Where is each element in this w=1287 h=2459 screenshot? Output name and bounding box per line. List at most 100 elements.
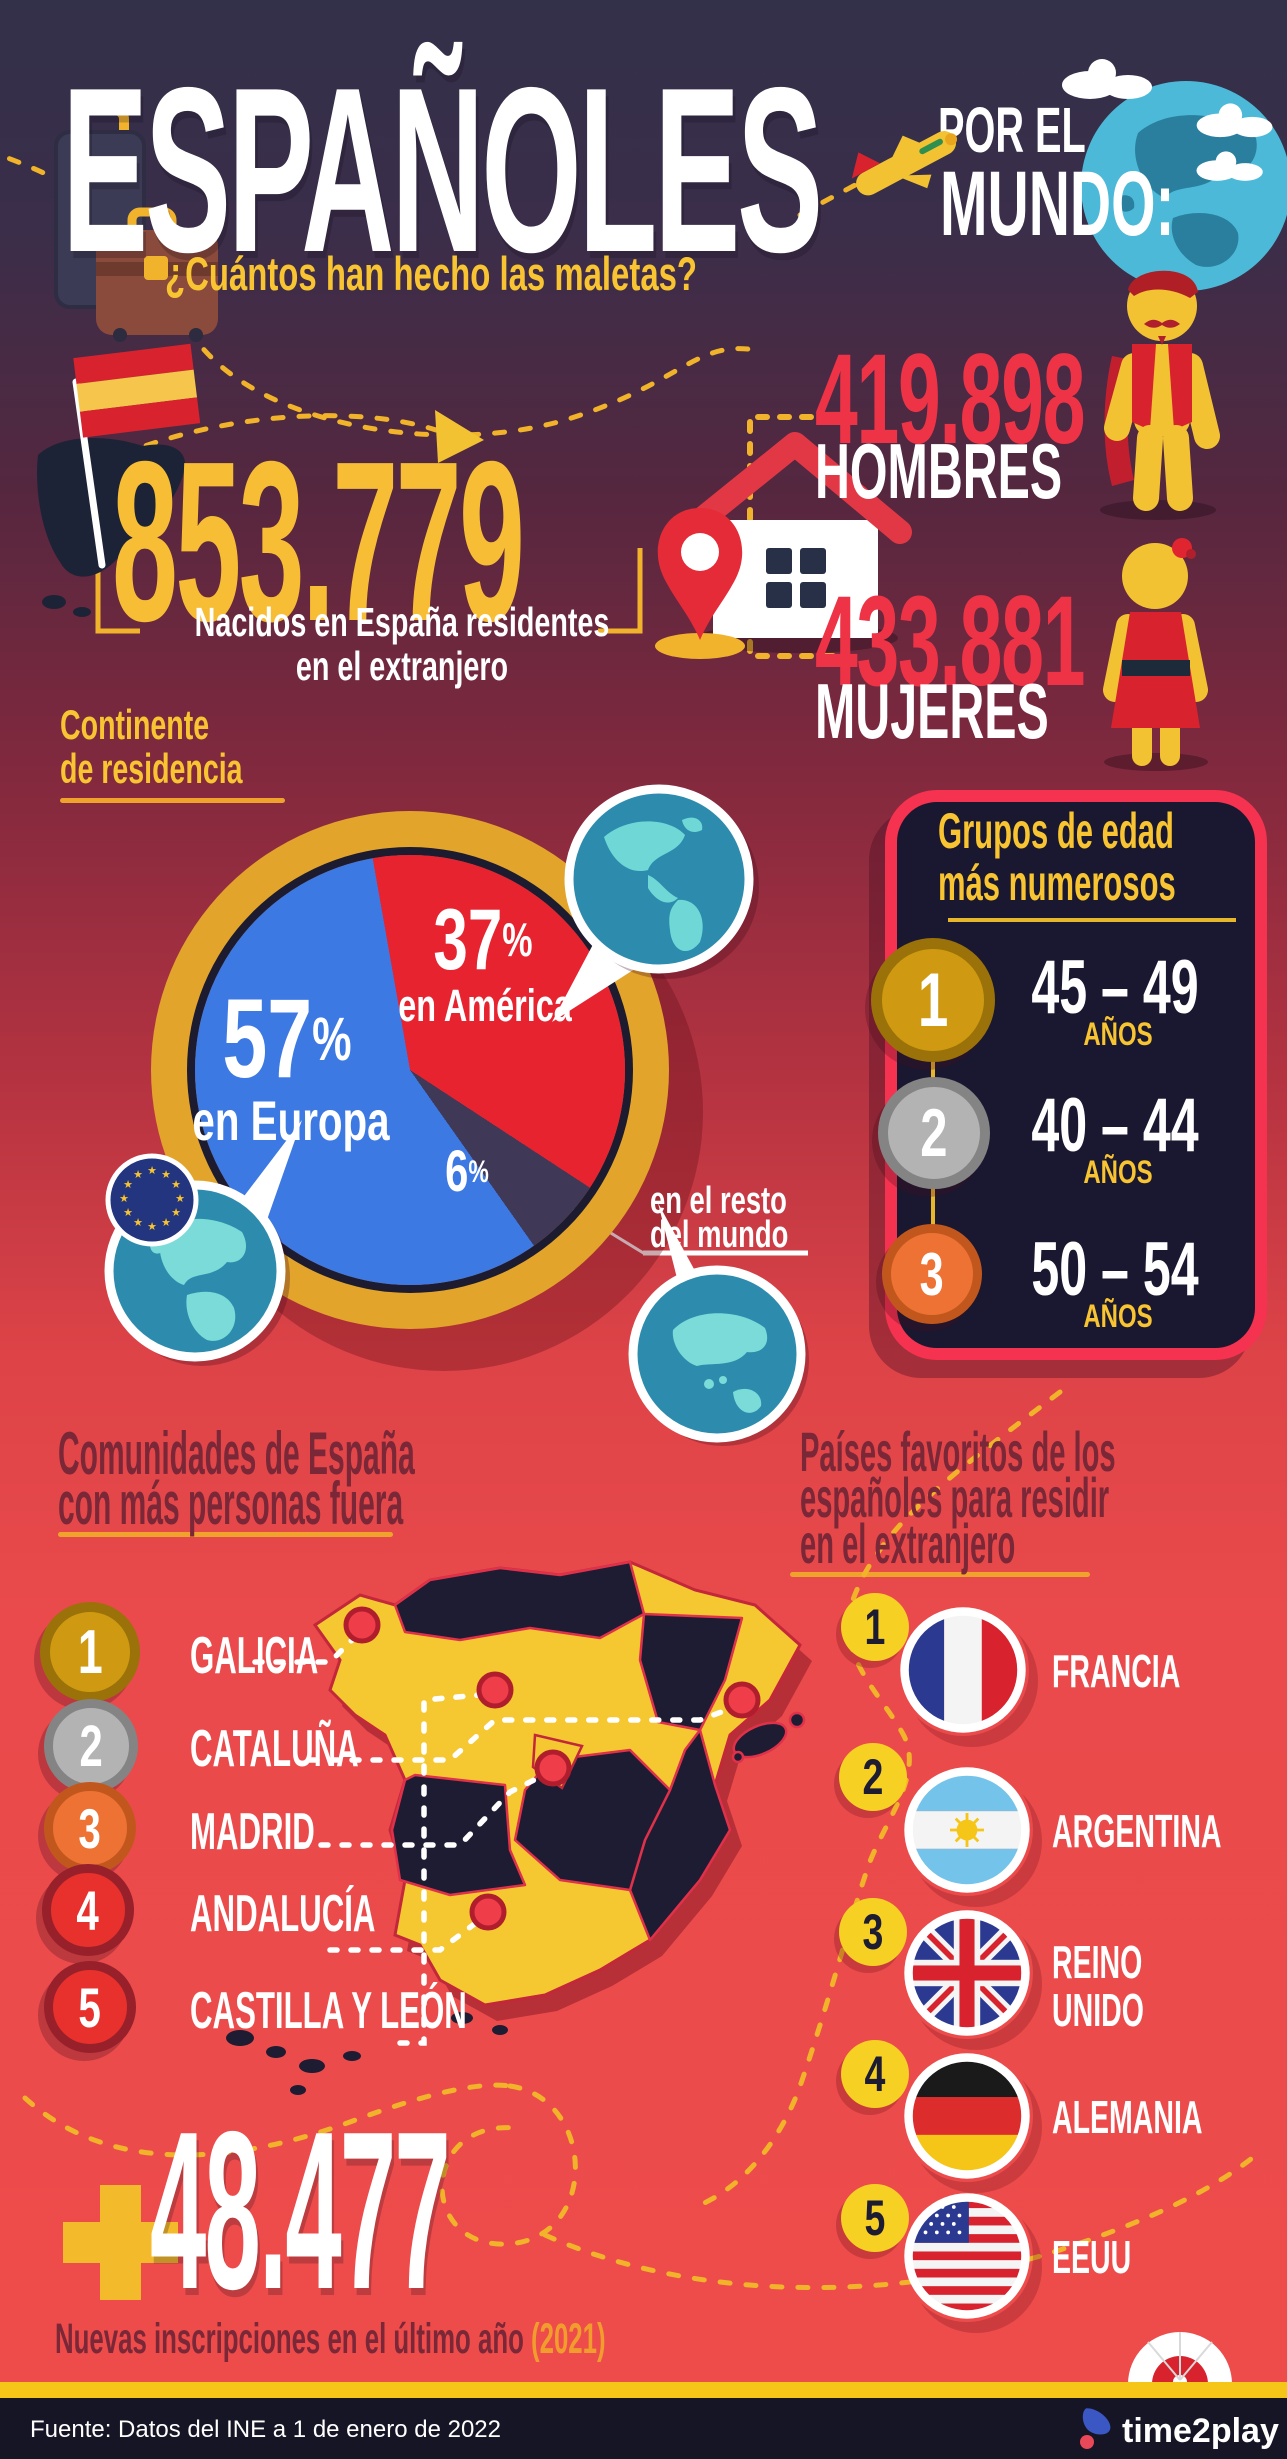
spain-regions-map <box>226 1560 812 2095</box>
route-loop <box>439 2083 578 2247</box>
spain-mini-map <box>36 438 186 577</box>
americas-globe-bubble <box>564 784 759 979</box>
community-rank-3-medal: 3 <box>44 1782 136 1874</box>
house-pin-icon <box>655 432 912 659</box>
spain-silhouette-flag-icon <box>36 343 201 617</box>
country-rank-1: 1 <box>841 1593 909 1661</box>
registrations-value: 48.477 <box>150 2084 451 2336</box>
route-curve-under-subtitle <box>175 302 758 438</box>
cloud-icon <box>1062 59 1152 99</box>
dot-andalucia <box>469 1893 507 1931</box>
time2play-logo-icon <box>1080 2408 1111 2449</box>
dot-cataluna <box>723 1681 761 1719</box>
country-rank-3: 3 <box>839 1898 907 1966</box>
age-groups-heading-line2: más numerosos <box>938 855 1176 911</box>
country-name-1: FRANCIA <box>1052 1645 1181 1697</box>
svg-text:★: ★ <box>147 1220 157 1233</box>
men-label: HOMBRES <box>815 427 1063 515</box>
dot-madrid <box>534 1749 572 1787</box>
age-unit-1: AÑOS <box>1083 1016 1153 1052</box>
continent-heading-line1: Continente <box>60 701 210 748</box>
age-range-2: 40 – 44 <box>1031 1083 1199 1168</box>
community-rank-5-medal: 5 <box>44 1961 136 2053</box>
country-rank-5: 5 <box>841 2184 909 2252</box>
total-emigrants-caption-line1: Nacidos en España residentes <box>194 599 610 645</box>
age-unit-2: AÑOS <box>1083 1154 1153 1190</box>
community-name-1: GALICIA <box>190 1627 319 1685</box>
france-flag <box>897 1604 1029 1736</box>
cloud-icon <box>1196 103 1273 138</box>
connector-madrid <box>297 1769 553 1848</box>
age-unit-3: AÑOS <box>1083 1298 1153 1334</box>
country-name-5: EEUU <box>1052 2231 1132 2283</box>
plus-icon <box>63 2185 178 2300</box>
footer-bar <box>0 2398 1287 2459</box>
arrow-head-icon <box>435 410 484 463</box>
countries-heading-line1: Países favoritos de los <box>800 1420 1116 1483</box>
countries-heading-underline <box>790 1572 1090 1577</box>
airplane-icon <box>851 131 958 196</box>
source-note: Fuente: Datos del INE a 1 de enero de 20… <box>30 2416 501 2443</box>
spanish-fan-icon <box>1128 2332 1232 2389</box>
footer-yellow-stripe <box>0 2382 1287 2398</box>
eu-flag-badge: ★ ★★★ ★★★★ ★★★★ <box>105 1153 199 1247</box>
cloud-icon <box>1196 151 1263 181</box>
age-rank-1-medal: 1 <box>871 938 995 1062</box>
age-range-1: 45 – 49 <box>1031 945 1199 1030</box>
spanish-woman-figure <box>1103 538 1208 771</box>
registrations-caption: Nuevas inscripciones en el último año (2… <box>55 2315 606 2363</box>
women-value: 433.881 <box>815 570 1085 713</box>
registrations-year: (2021) <box>531 2315 606 2363</box>
country-rank-4: 4 <box>841 2040 909 2108</box>
caption-bracket-right <box>598 548 643 634</box>
svg-text:★: ★ <box>133 1216 143 1229</box>
age-rank-3-medal: 3 <box>882 1224 982 1324</box>
uk-flag <box>901 1907 1033 2039</box>
total-emigrants-caption-line2: en el extranjero <box>295 643 509 689</box>
communities-heading-line1: Comunidades de España <box>58 1420 415 1487</box>
country-name-4: ALEMANIA <box>1052 2091 1203 2143</box>
pie-label-america: 37% <box>433 892 533 988</box>
total-emigrants-value: 853.779 <box>112 415 525 669</box>
spanish-man-figure <box>1100 270 1220 520</box>
page-title: ESPAÑOLES <box>62 38 823 301</box>
countries-heading-line3: en el extranjero <box>800 1512 1016 1575</box>
svg-text:★: ★ <box>133 1168 143 1181</box>
community-rank-4-medal: 4 <box>42 1864 134 1956</box>
communities-heading-line2: con más personas fuera <box>58 1470 404 1537</box>
women-label: MUJERES <box>815 667 1049 755</box>
age-groups-heading-underline <box>948 918 1236 922</box>
svg-text:★: ★ <box>119 1192 129 1205</box>
connector-castilla-leon <box>397 1691 493 2046</box>
balearic-islands <box>732 1721 788 1759</box>
route-curve-loop-exit <box>542 2147 1265 2291</box>
age-groups-heading-line1: Grupos de edad <box>938 803 1174 859</box>
route-curve-flag-to-house <box>95 413 439 468</box>
community-rank-1-medal: 1 <box>40 1602 140 1702</box>
community-rank-2-medal: 2 <box>44 1699 138 1793</box>
argentina-flag <box>901 1764 1033 1896</box>
country-name-3: REINO UNIDO <box>1052 1936 1144 2037</box>
region-extremadura <box>390 1773 527 1897</box>
svg-text:★: ★ <box>123 1206 133 1219</box>
dot-castilla-leon <box>476 1671 514 1709</box>
continent-heading-line2: de residencia <box>60 745 243 792</box>
islands-decoration <box>226 2012 508 2095</box>
pie-label-rest: 6% <box>445 1139 489 1204</box>
svg-text:★: ★ <box>175 1192 185 1205</box>
region-levante <box>628 1728 732 1942</box>
svg-text:★: ★ <box>147 1164 157 1177</box>
connector-cataluna <box>307 1702 743 1763</box>
pie-label-america-sub: en América <box>398 980 572 1031</box>
age-rank-2-medal: 2 <box>878 1077 990 1189</box>
communities-heading-underline <box>58 1532 393 1537</box>
page-subtitle: ¿Cuántos han hecho las maletas? <box>165 247 698 300</box>
countries-heading-line2: españoles para residir <box>800 1466 1110 1529</box>
time2play-logo-text: time2play <box>1122 2412 1279 2450</box>
age-range-3: 50 – 54 <box>1031 1227 1199 1312</box>
community-name-5: CASTILLA Y LEÓN <box>190 1982 467 2040</box>
continent-heading-underline <box>60 798 285 803</box>
country-name-2: ARGENTINA <box>1052 1805 1222 1857</box>
germany-flag <box>901 2050 1033 2182</box>
rest-world-label-line1: en el resto <box>650 1180 787 1222</box>
